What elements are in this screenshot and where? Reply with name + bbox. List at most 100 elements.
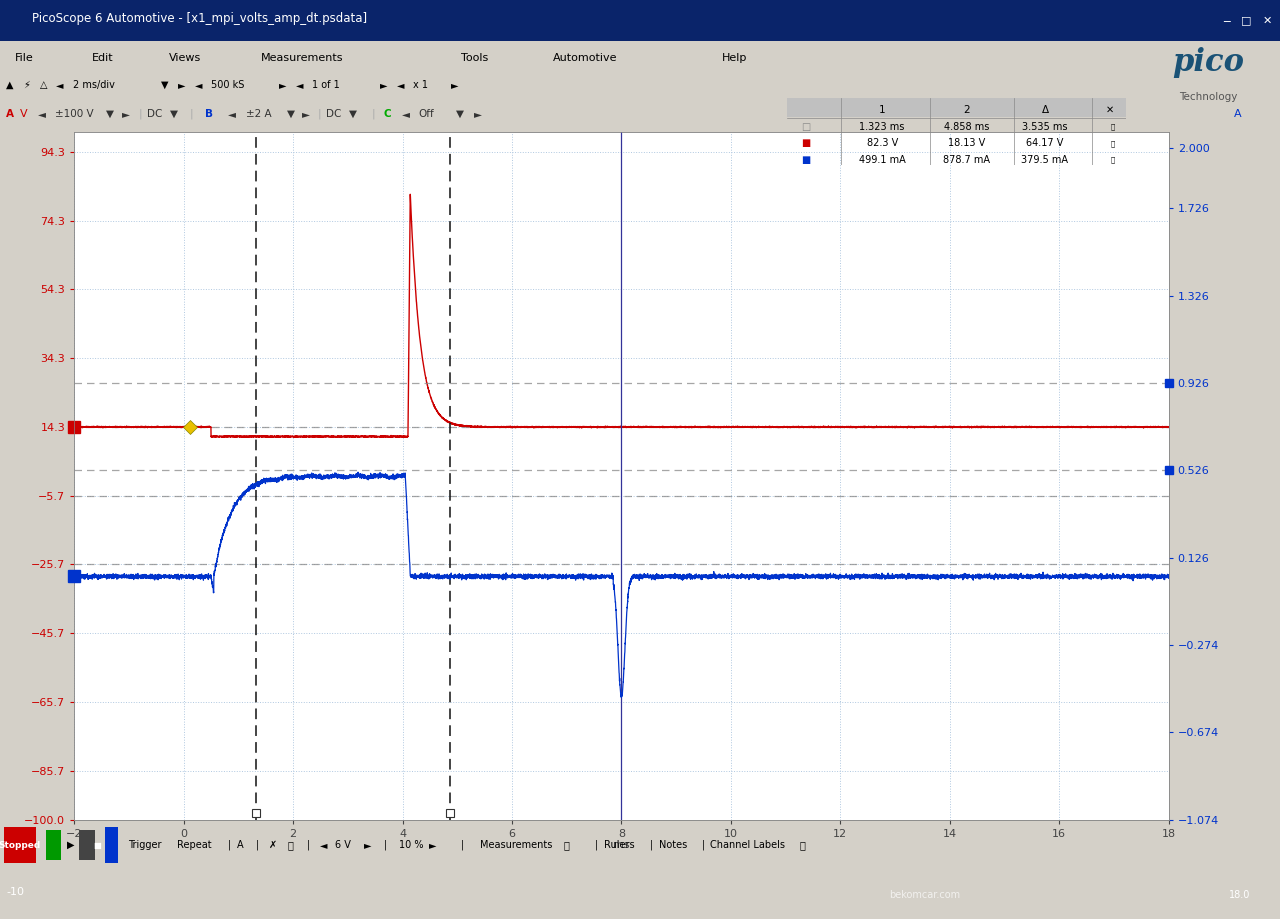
Text: 🔒: 🔒: [1111, 140, 1115, 147]
Text: Help: Help: [722, 52, 748, 62]
Text: Notes: Notes: [659, 840, 687, 850]
Text: 82.3 V: 82.3 V: [867, 138, 897, 148]
Text: ◄: ◄: [228, 109, 236, 119]
Text: A: A: [6, 109, 14, 119]
Text: File: File: [15, 52, 35, 62]
Text: |: |: [595, 840, 599, 850]
Text: ►: ►: [380, 80, 388, 90]
Text: 2: 2: [964, 105, 970, 115]
Text: ►: ►: [451, 80, 458, 90]
Text: ►: ►: [178, 80, 186, 90]
Bar: [4, 827, 36, 863]
Text: ▶: ▶: [67, 840, 74, 850]
Text: 18.13 V: 18.13 V: [948, 138, 986, 148]
Text: 📋: 📋: [800, 840, 806, 850]
Text: Stopped: Stopped: [0, 841, 41, 849]
Text: 499.1 mA: 499.1 mA: [859, 155, 905, 165]
Text: ►: ►: [474, 109, 481, 119]
Text: ✕: ✕: [1262, 16, 1272, 26]
Text: ◄: ◄: [38, 109, 46, 119]
Text: 4.858 ms: 4.858 ms: [945, 121, 989, 131]
Text: |: |: [701, 840, 705, 850]
Text: |: |: [317, 108, 321, 119]
Text: |: |: [228, 840, 232, 850]
Text: ■: ■: [801, 138, 810, 148]
Text: 2 ms/div: 2 ms/div: [73, 80, 115, 90]
Bar: [105, 827, 118, 863]
Bar: [79, 830, 95, 860]
Text: ►: ►: [429, 840, 436, 850]
Text: 𝒳: 𝒳: [288, 840, 294, 850]
Text: ±2 A: ±2 A: [246, 109, 271, 119]
Text: |: |: [138, 108, 142, 119]
Text: ■: ■: [801, 155, 810, 165]
Text: ▼: ▼: [349, 109, 357, 119]
Text: ◄: ◄: [397, 80, 404, 90]
Text: 📊: 📊: [563, 840, 570, 850]
Bar: [46, 830, 61, 860]
Text: 379.5 mA: 379.5 mA: [1021, 155, 1069, 165]
Text: 64.17 V: 64.17 V: [1027, 138, 1064, 148]
Text: ▼: ▼: [287, 109, 294, 119]
Text: Automotive: Automotive: [553, 52, 617, 62]
Text: ▼: ▼: [456, 109, 463, 119]
Text: Channel Labels: Channel Labels: [710, 840, 786, 850]
Text: 500 kS: 500 kS: [211, 80, 244, 90]
Text: ◄: ◄: [402, 109, 410, 119]
Text: 878.7 mA: 878.7 mA: [943, 155, 991, 165]
Text: C: C: [384, 109, 392, 119]
Text: V: V: [19, 108, 27, 119]
Text: ▼: ▼: [170, 109, 178, 119]
Text: Measurements: Measurements: [261, 52, 343, 62]
Text: -10: -10: [6, 887, 24, 897]
Text: 1 of 1: 1 of 1: [312, 80, 340, 90]
Text: |: |: [307, 840, 311, 850]
Text: bekomcar.com: bekomcar.com: [890, 890, 961, 900]
Text: 6 V: 6 V: [335, 840, 351, 850]
Text: 🔒: 🔒: [1111, 157, 1115, 164]
Text: ─: ─: [1222, 16, 1230, 26]
Text: |: |: [371, 108, 375, 119]
Text: A: A: [1234, 108, 1242, 119]
Text: ►: ►: [302, 109, 310, 119]
Text: |: |: [650, 840, 654, 850]
Text: ►: ►: [122, 109, 129, 119]
X-axis label: ms: ms: [613, 840, 630, 850]
Text: △: △: [40, 80, 47, 90]
Text: Off: Off: [419, 109, 434, 119]
Text: 1.323 ms: 1.323 ms: [859, 121, 905, 131]
Text: ◄: ◄: [320, 840, 328, 850]
Text: □: □: [801, 121, 810, 131]
Text: |: |: [461, 840, 465, 850]
Bar: [787, 98, 1126, 117]
Text: DC: DC: [326, 109, 342, 119]
Text: ►: ►: [364, 840, 371, 850]
Text: ▼: ▼: [161, 80, 169, 90]
Text: DC: DC: [147, 109, 163, 119]
Text: Views: Views: [169, 52, 201, 62]
Text: pico: pico: [1172, 47, 1244, 78]
Text: ■: ■: [93, 841, 101, 849]
Text: Δ: Δ: [1042, 105, 1048, 115]
Text: B: B: [205, 109, 212, 119]
Text: Tools: Tools: [461, 52, 488, 62]
Text: x 1: x 1: [413, 80, 429, 90]
Text: 🔒: 🔒: [1111, 123, 1115, 130]
Text: Trigger: Trigger: [128, 840, 161, 850]
Text: ✗: ✗: [269, 840, 276, 850]
Text: |: |: [384, 840, 388, 850]
Text: |: |: [256, 840, 260, 850]
Text: ◄: ◄: [56, 80, 64, 90]
Text: Measurements: Measurements: [480, 840, 553, 850]
Text: Repeat: Repeat: [177, 840, 211, 850]
Text: |: |: [189, 108, 193, 119]
Text: □: □: [1242, 16, 1252, 26]
Text: 1: 1: [879, 105, 886, 115]
Text: 18.0: 18.0: [1229, 890, 1251, 900]
Text: PicoScope 6 Automotive - [x1_mpi_volts_amp_dt.psdata]: PicoScope 6 Automotive - [x1_mpi_volts_a…: [32, 12, 367, 25]
Text: ▲: ▲: [6, 80, 14, 90]
Text: Rulers: Rulers: [604, 840, 635, 850]
Text: Edit: Edit: [92, 52, 114, 62]
Text: 3.535 ms: 3.535 ms: [1023, 121, 1068, 131]
Text: ◄: ◄: [296, 80, 303, 90]
